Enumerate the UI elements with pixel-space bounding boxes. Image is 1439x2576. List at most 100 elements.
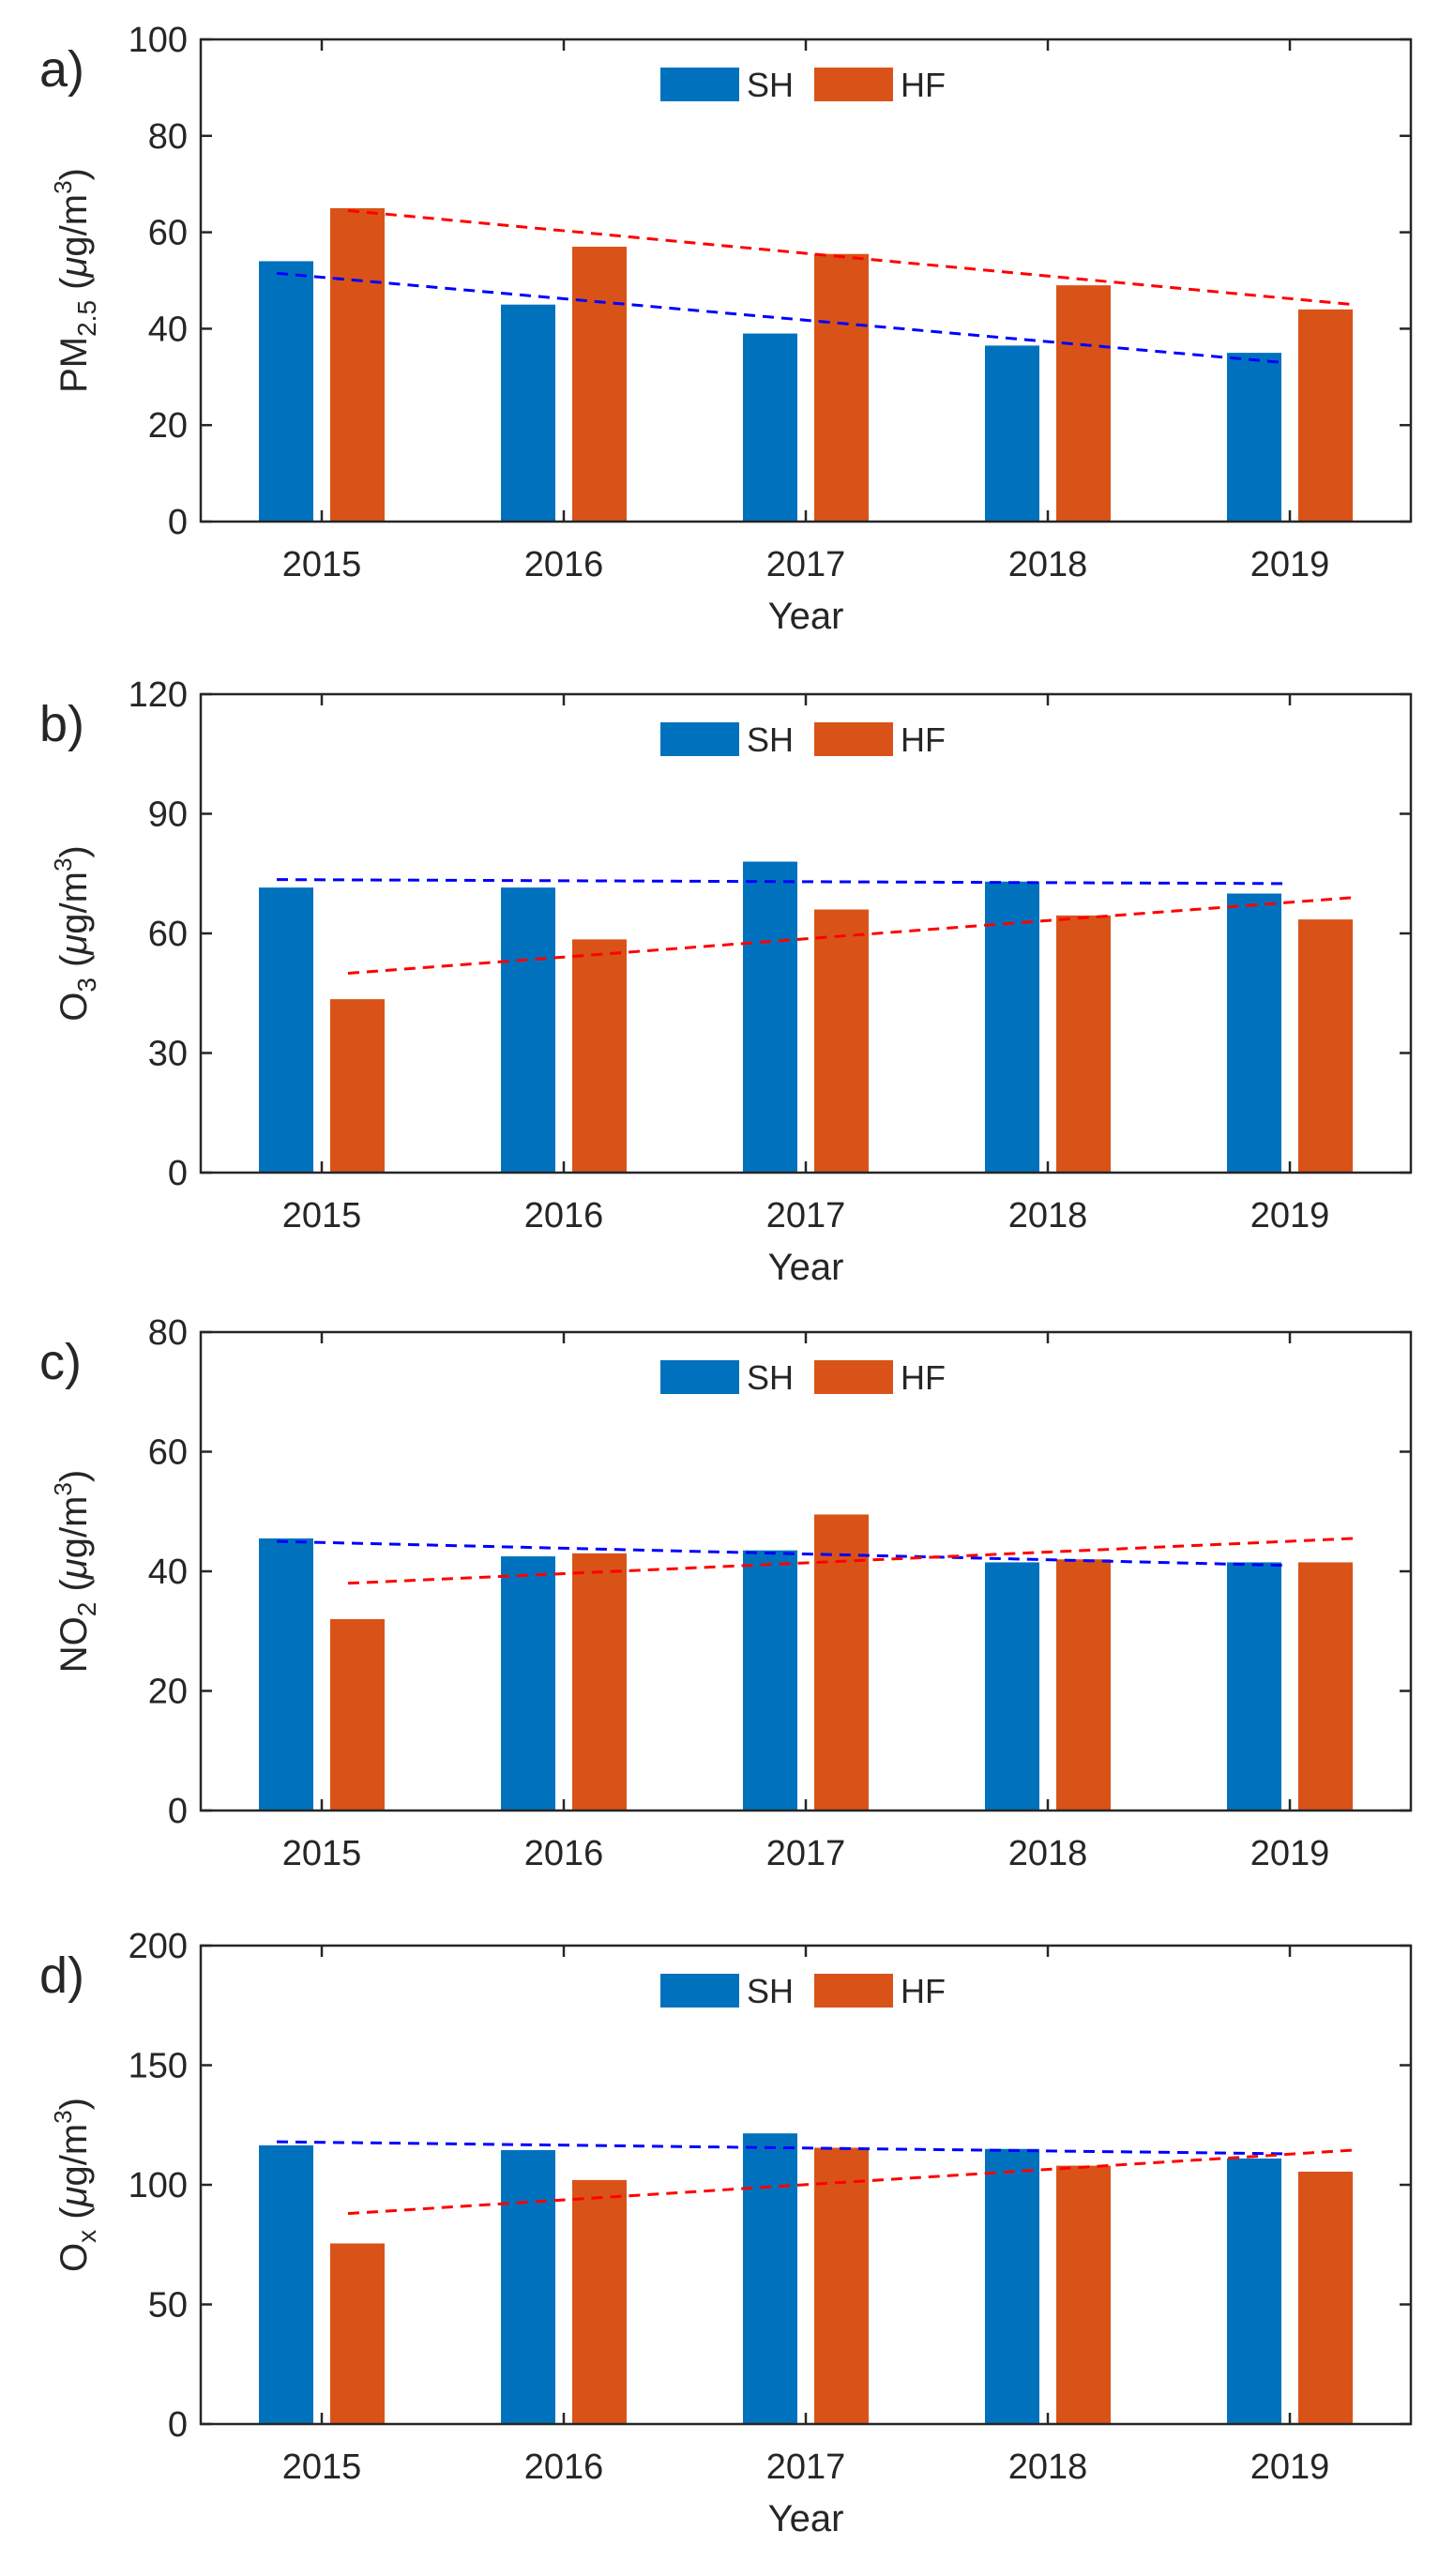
x-tick-label: 2018 bbox=[1008, 2447, 1088, 2487]
y-tick-label: 120 bbox=[129, 675, 188, 715]
bar-SH-2019 bbox=[1227, 2158, 1281, 2424]
chart-panel-d: 0 50 100 150 200 2015 2016 2017 2018 2019 Year Ox (… bbox=[39, 1927, 1413, 2539]
x-tick-label: 2017 bbox=[766, 1196, 846, 1235]
x-tick-label: 2015 bbox=[282, 1834, 362, 1873]
y-tick-label: 60 bbox=[148, 214, 188, 253]
x-tick-label: 2019 bbox=[1250, 1834, 1330, 1873]
legend: SH HF bbox=[660, 720, 946, 759]
bar-SH-2018 bbox=[985, 345, 1039, 522]
panel-label: d) bbox=[39, 1947, 84, 2004]
legend: SH HF bbox=[660, 66, 946, 104]
y-tick-label: 0 bbox=[168, 2405, 188, 2445]
y-tick-label: 40 bbox=[148, 1553, 188, 1592]
x-tick-label: 2019 bbox=[1250, 545, 1330, 584]
x-tick-label: 2016 bbox=[524, 1196, 604, 1235]
y-tick-label: 20 bbox=[148, 1673, 188, 1712]
plot-area bbox=[201, 1332, 1411, 1811]
bar-HF-2015 bbox=[330, 2243, 385, 2424]
bar-SH-2019 bbox=[1227, 1562, 1281, 1811]
y-tick-label: 30 bbox=[148, 1035, 188, 1074]
legend-swatch-SH bbox=[660, 722, 739, 756]
legend-label-HF: HF bbox=[901, 1972, 946, 2010]
bar-SH-2016 bbox=[501, 1556, 555, 1811]
y-tick-label: 60 bbox=[148, 1433, 188, 1473]
bar-HF-2015 bbox=[330, 207, 385, 522]
chart-panel-a: 0 20 40 60 80 100 2015 2016 2017 2018 2019 Year PM2.… bbox=[39, 21, 1413, 637]
bar-HF-2017 bbox=[814, 909, 869, 1173]
y-axis-label: Ox (μg/m3) bbox=[49, 2098, 101, 2272]
x-tick-label: 2018 bbox=[1008, 1834, 1088, 1873]
bar-SH-2017 bbox=[743, 2133, 797, 2424]
y-tick-label: 0 bbox=[168, 1792, 188, 1831]
x-axis-label: Year bbox=[768, 2498, 844, 2539]
bar-SH-2019 bbox=[1227, 893, 1281, 1173]
y-tick-label: 80 bbox=[148, 1313, 188, 1353]
x-tick-label: 2019 bbox=[1250, 1196, 1330, 1235]
legend-swatch-HF bbox=[814, 1360, 893, 1394]
y-axis-label: NO2 (μg/m3) bbox=[49, 1470, 101, 1673]
chart-panel-c: 0 20 40 60 80 2015 2016 2017 2018 2019 NO2 (μg/m3)… bbox=[39, 1313, 1413, 1873]
panel-label: a) bbox=[39, 41, 84, 98]
y-tick-label: 0 bbox=[168, 1154, 188, 1193]
x-tick-label: 2016 bbox=[524, 1834, 604, 1873]
y-tick-label: 100 bbox=[129, 21, 188, 60]
legend-swatch-HF bbox=[814, 68, 893, 101]
legend-swatch-HF bbox=[814, 722, 893, 756]
bar-SH-2016 bbox=[501, 887, 555, 1173]
x-tick-label: 2018 bbox=[1008, 1196, 1088, 1235]
x-tick-label: 2017 bbox=[766, 1834, 846, 1873]
legend-swatch-SH bbox=[660, 1360, 739, 1394]
bar-SH-2016 bbox=[501, 304, 555, 522]
panel-label: b) bbox=[39, 696, 84, 752]
bar-HF-2018 bbox=[1056, 915, 1111, 1173]
bar-HF-2017 bbox=[814, 253, 869, 522]
bar-HF-2019 bbox=[1298, 1562, 1353, 1811]
legend-label-SH: SH bbox=[747, 720, 794, 759]
y-axis-label: PM2.5 (μg/m3) bbox=[49, 168, 101, 393]
bar-HF-2019 bbox=[1298, 919, 1353, 1173]
legend-swatch-HF bbox=[814, 1974, 893, 2008]
bar-HF-2015 bbox=[330, 1619, 385, 1811]
legend-swatch-SH bbox=[660, 1974, 739, 2008]
legend-label-SH: SH bbox=[747, 66, 794, 104]
x-tick-label: 2016 bbox=[524, 545, 604, 584]
x-tick-label: 2018 bbox=[1008, 545, 1088, 584]
y-tick-label: 80 bbox=[148, 117, 188, 157]
bar-SH-2016 bbox=[501, 2150, 555, 2424]
bar-SH-2015 bbox=[259, 887, 313, 1173]
legend-swatch-SH bbox=[660, 68, 739, 101]
chart-panel-b: 0 30 60 90 120 2015 2016 2017 2018 2019 Year O3 (μg… bbox=[39, 675, 1413, 1288]
bar-HF-2017 bbox=[814, 2147, 869, 2424]
bar-HF-2016 bbox=[572, 1553, 627, 1811]
bar-SH-2017 bbox=[743, 1550, 797, 1811]
legend-label-SH: SH bbox=[747, 1358, 794, 1397]
x-tick-label: 2016 bbox=[524, 2447, 604, 2487]
y-tick-label: 100 bbox=[129, 2166, 188, 2205]
legend-label-HF: HF bbox=[901, 66, 946, 104]
bar-SH-2017 bbox=[743, 333, 797, 522]
bar-HF-2015 bbox=[330, 999, 385, 1173]
bar-SH-2017 bbox=[743, 861, 797, 1173]
x-tick-label: 2015 bbox=[282, 545, 362, 584]
y-axis-label: O3 (μg/m3) bbox=[49, 845, 101, 1022]
x-axis-label: Year bbox=[768, 1247, 844, 1288]
legend-label-HF: HF bbox=[901, 1358, 946, 1397]
x-tick-label: 2017 bbox=[766, 2447, 846, 2487]
x-tick-label: 2017 bbox=[766, 545, 846, 584]
legend: SH HF bbox=[660, 1358, 946, 1397]
bar-SH-2015 bbox=[259, 1538, 313, 1811]
y-tick-label: 200 bbox=[129, 1927, 188, 1966]
bar-SH-2015 bbox=[259, 2144, 313, 2424]
x-axis-label: Year bbox=[768, 596, 844, 637]
bar-SH-2015 bbox=[259, 261, 313, 522]
bar-HF-2016 bbox=[572, 247, 627, 522]
bar-HF-2018 bbox=[1056, 1559, 1111, 1811]
legend-label-SH: SH bbox=[747, 1972, 794, 2010]
y-tick-label: 40 bbox=[148, 310, 188, 349]
bar-HF-2019 bbox=[1298, 2171, 1353, 2424]
bar-HF-2016 bbox=[572, 2179, 627, 2424]
panel-label: c) bbox=[39, 1334, 82, 1390]
bar-SH-2018 bbox=[985, 881, 1039, 1173]
